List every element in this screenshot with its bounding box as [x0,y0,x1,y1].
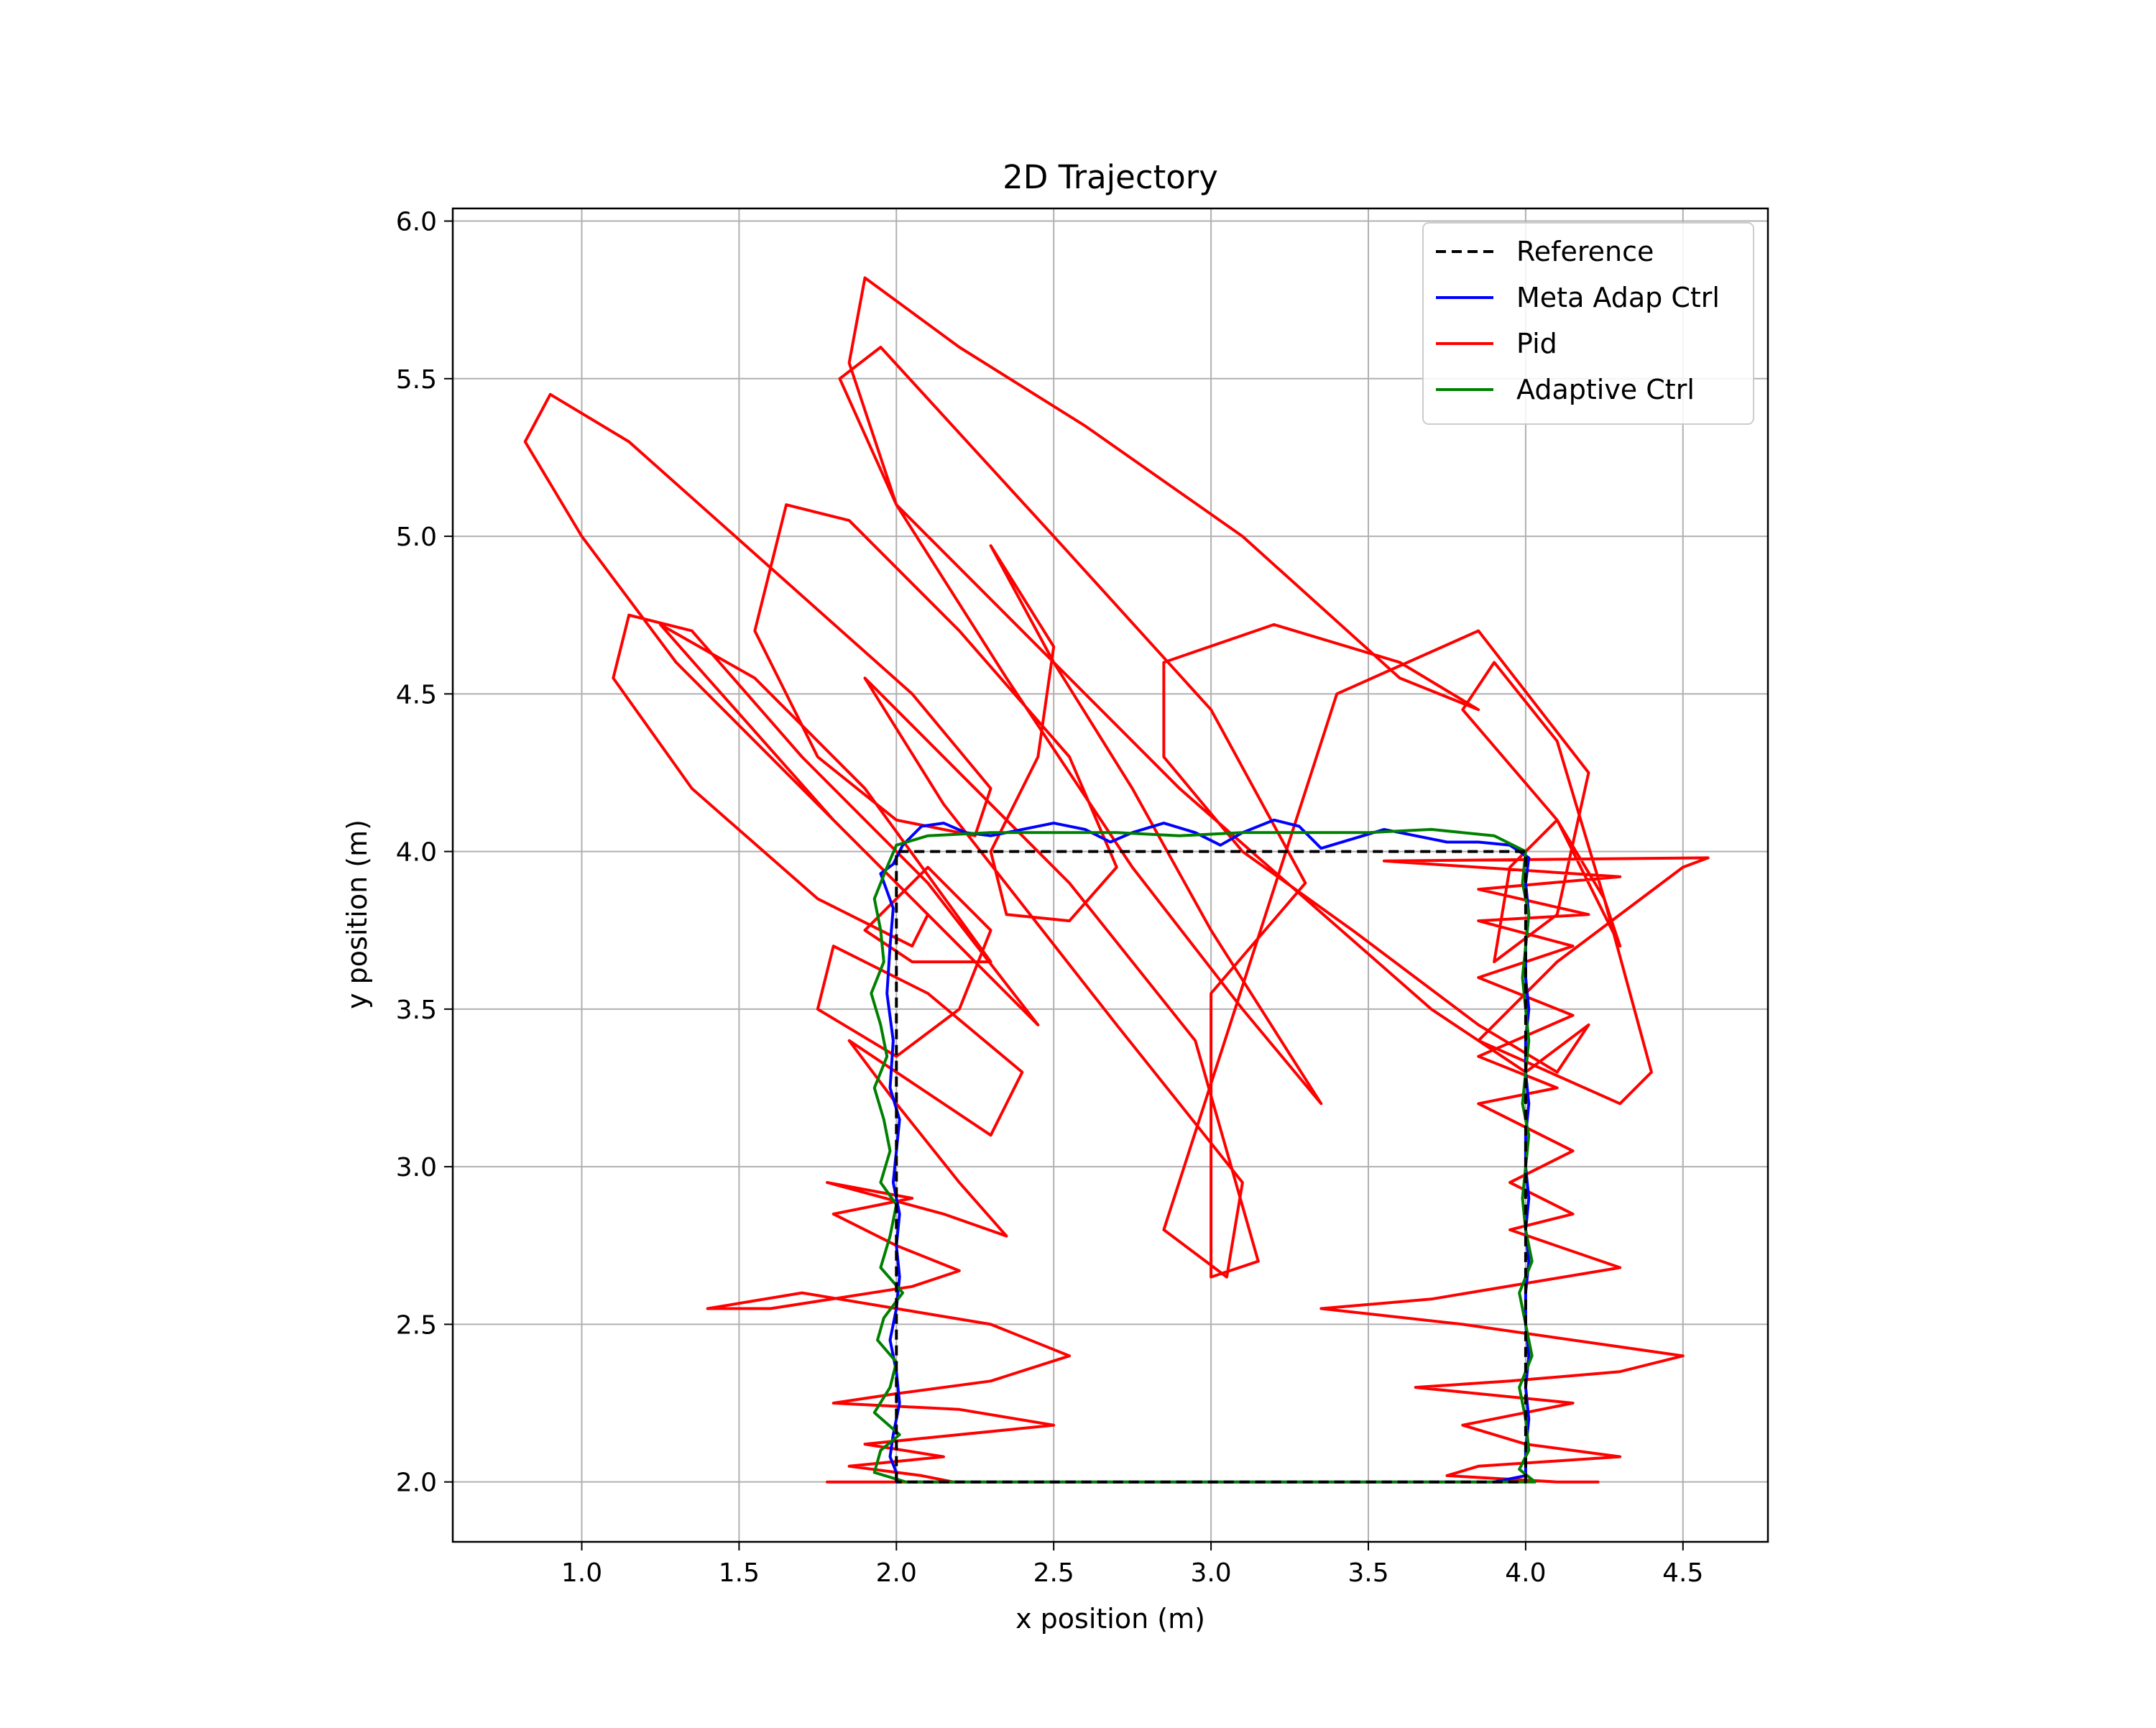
y-tick-label: 2.5 [396,1310,437,1340]
legend-label: Meta Adap Ctrl [1516,282,1720,313]
y-tick-label: 3.5 [396,996,437,1025]
series-line-pid [523,276,1710,1484]
y-tick-label: 4.0 [396,838,437,868]
legend-label: Pid [1516,328,1557,359]
legend-box [1422,222,1754,425]
y-tick-label: 3.0 [396,1153,437,1182]
y-tick-label: 4.5 [396,680,437,709]
series-line-reference [895,850,1527,1484]
axis-ticks: 1.0 1.5 2.0 2.5 3.0 3.5 4.0 4.5 2.0 2.5 3.0 3.5 4.0 4… [396,208,1704,1588]
x-tick-label: 4.0 [1505,1558,1546,1588]
series-lines [523,276,1710,1484]
series-line-meta-adap-ctrl [879,818,1531,1484]
x-axis-label: x position (m) [1015,1603,1205,1635]
plot-frame [451,207,1769,1543]
x-tick-label: 3.0 [1190,1558,1231,1588]
chart-title: 2D Trajectory [1003,158,1218,196]
y-tick-label: 5.0 [396,523,437,552]
x-tick-label: 2.0 [876,1558,917,1588]
x-tick-label: 3.5 [1348,1558,1388,1588]
x-tick-label: 2.5 [1033,1558,1074,1588]
x-tick-label: 1.5 [719,1558,760,1588]
x-tick-label: 4.5 [1662,1558,1703,1588]
y-tick-label: 2.0 [396,1469,437,1498]
legend-label: Reference [1516,236,1654,267]
y-tick-label: 6.0 [396,208,437,237]
y-axis-label: y position (m) [341,819,373,1009]
legend: Reference Meta Adap Ctrl Pid Adaptive Ctrl [1422,222,1754,425]
y-tick-label: 5.5 [396,365,437,395]
legend-label: Adaptive Ctrl [1516,374,1695,405]
x-tick-label: 1.0 [561,1558,602,1588]
